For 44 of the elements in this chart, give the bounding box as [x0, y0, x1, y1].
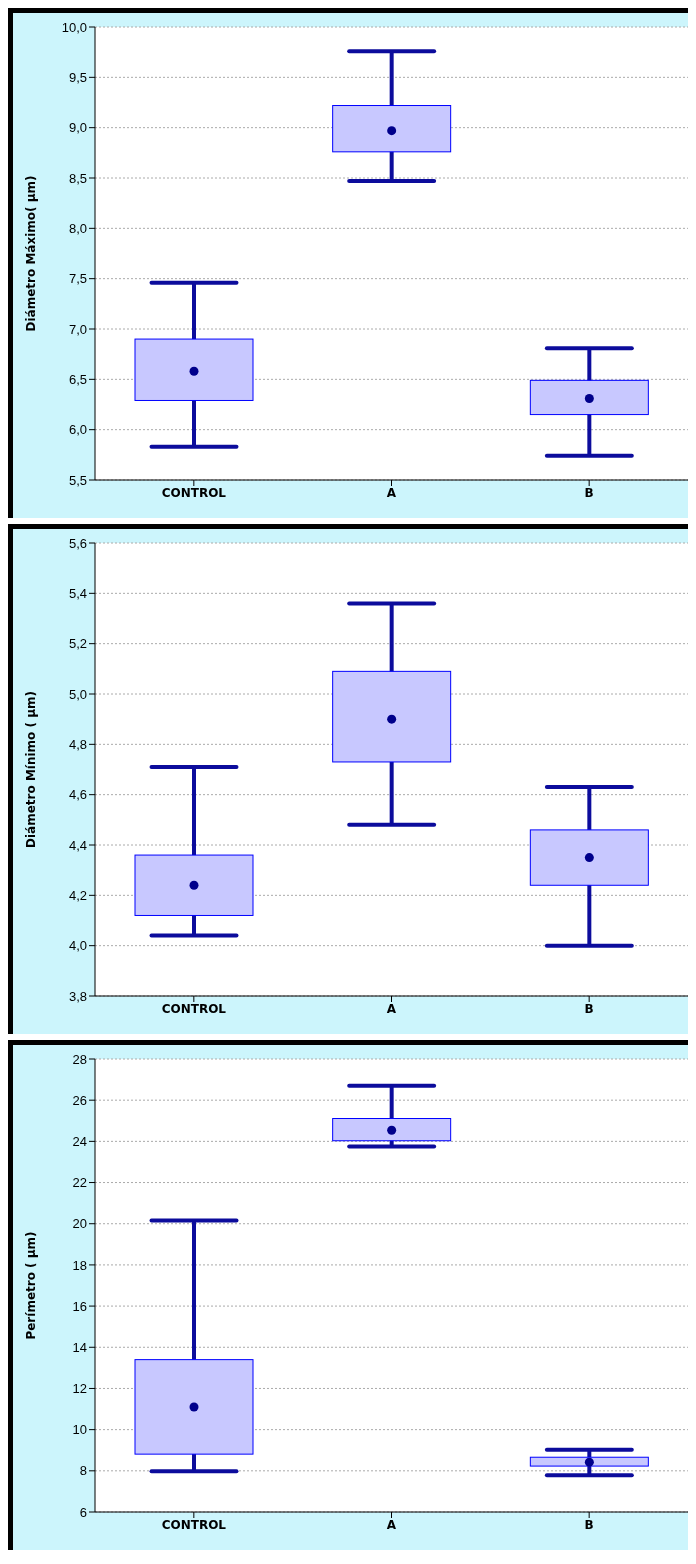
- y-tick-label: 4,6: [68, 787, 87, 803]
- y-tick-label: 20: [72, 1216, 87, 1232]
- y-tick-label: 6,5: [68, 371, 87, 387]
- y-tick-label: 4,2: [68, 887, 87, 903]
- x-tick-label: CONTROL: [161, 1001, 227, 1016]
- y-tick-label: 7,0: [68, 321, 87, 337]
- y-tick-label: 4,8: [68, 736, 87, 752]
- y-tick-label: 22: [72, 1175, 87, 1191]
- y-tick-label: 5,0: [68, 686, 87, 702]
- y-tick-label: 14: [72, 1339, 87, 1355]
- y-tick-label: 10,0: [61, 19, 87, 35]
- y-tick-label: 9,0: [68, 120, 87, 136]
- y-tick-label: 5,5: [68, 472, 87, 488]
- y-tick-label: 6,0: [68, 422, 87, 438]
- y-tick-label: 26: [72, 1092, 87, 1108]
- y-tick-label: 10: [72, 1422, 87, 1438]
- y-tick-label: 24: [72, 1133, 87, 1149]
- x-tick-label: B: [584, 1001, 594, 1016]
- y-tick-label: 8,5: [68, 170, 87, 186]
- y-tick-label: 28: [72, 1051, 87, 1067]
- y-tick-label: 4,4: [68, 837, 87, 853]
- x-tick-label: CONTROL: [161, 1517, 227, 1532]
- x-tick-label: CONTROL: [161, 485, 227, 500]
- x-tick-label: B: [584, 1517, 594, 1532]
- x-tick-label: A: [386, 1001, 397, 1016]
- y-tick-label: 9,5: [68, 69, 87, 85]
- y-tick-label: 8,0: [68, 220, 87, 236]
- y-tick-label: 12: [72, 1381, 87, 1397]
- x-tick-label: B: [584, 485, 594, 500]
- y-tick-label: 18: [72, 1257, 87, 1273]
- y-axis-title: Diámetro Máximo( µm): [24, 175, 39, 332]
- y-axis-title: Diámetro Mínimo ( µm): [24, 690, 39, 849]
- y-tick-label: 5,2: [68, 636, 87, 652]
- y-tick-label: 4,0: [68, 938, 87, 954]
- y-tick-label: 5,4: [68, 585, 87, 601]
- y-tick-label: 5,6: [68, 535, 87, 551]
- x-tick-label: A: [386, 485, 397, 500]
- y-tick-label: 3,8: [68, 988, 87, 1004]
- y-tick-label: 8: [79, 1463, 87, 1479]
- y-tick-label: 6: [79, 1504, 87, 1520]
- y-tick-label: 16: [72, 1298, 87, 1314]
- y-axis-title: Perímetro ( µm): [24, 1231, 39, 1340]
- x-tick-label: A: [386, 1517, 397, 1532]
- y-tick-label: 7,5: [68, 271, 87, 287]
